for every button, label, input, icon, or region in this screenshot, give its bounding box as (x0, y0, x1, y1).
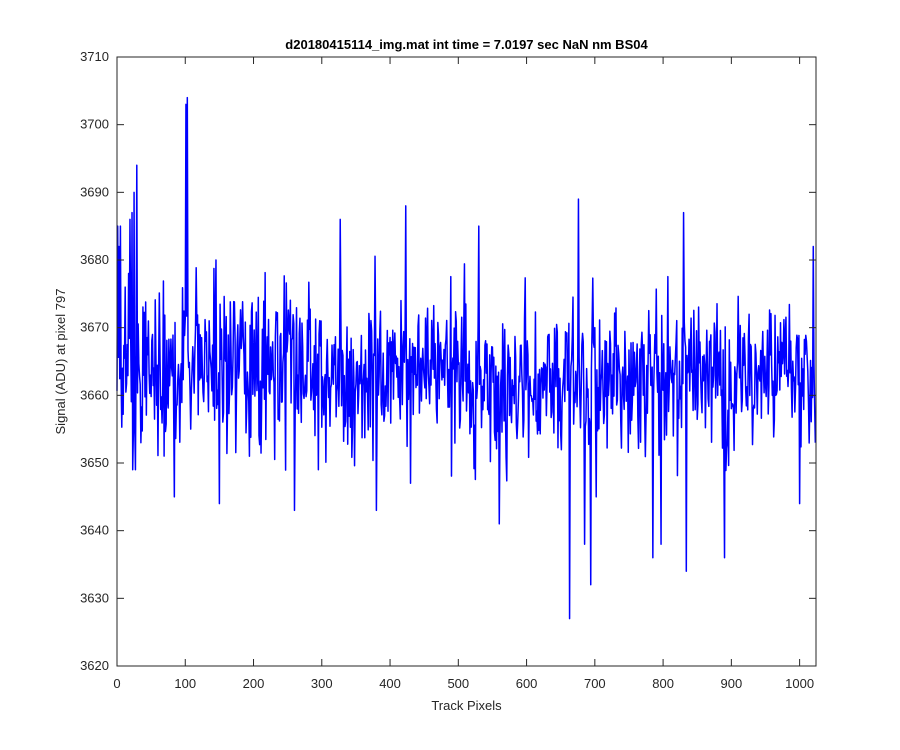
x-tick-label: 100 (174, 676, 196, 691)
x-tick-label: 300 (311, 676, 333, 691)
y-tick-label: 3620 (80, 658, 109, 673)
x-tick-label: 200 (243, 676, 265, 691)
x-tick-label: 1000 (785, 676, 814, 691)
x-tick-label: 600 (516, 676, 538, 691)
y-tick-label: 3650 (80, 455, 109, 470)
y-tick-label: 3700 (80, 117, 109, 132)
axes-box (116, 56, 817, 667)
x-axis-title: Track Pixels (431, 698, 502, 713)
y-axis-title: Signal (ADU) at pixel 797 (53, 289, 68, 435)
ticks-layer: 0 100 200 300 400 500 600 700 800 900 1000 3620 3630… (80, 49, 816, 691)
x-tick-label: 400 (379, 676, 401, 691)
series-layer (116, 96, 817, 620)
x-tick-label: 700 (584, 676, 606, 691)
x-tick-label: 800 (652, 676, 674, 691)
y-tick-label: 3630 (80, 590, 109, 605)
y-tick-label: 3640 (80, 523, 109, 538)
x-tick-label: 900 (721, 676, 743, 691)
y-tick-label: 3680 (80, 252, 109, 267)
x-tick-label: 0 (113, 676, 120, 691)
y-tick-label: 3710 (80, 49, 109, 64)
signal-series-line (116, 96, 817, 620)
y-tick-label: 3670 (80, 320, 109, 335)
y-tick-label: 3660 (80, 387, 109, 402)
x-tick-label: 500 (447, 676, 469, 691)
y-tick-label: 3690 (80, 184, 109, 199)
chart-title: d20180415114_img.mat int time = 7.0197 s… (285, 37, 648, 52)
